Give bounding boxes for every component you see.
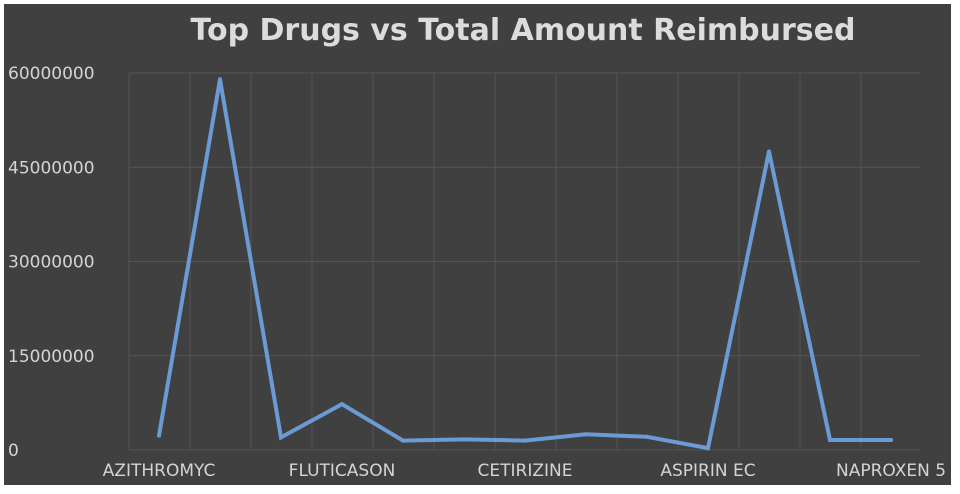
y-tick-label: 60000000 <box>8 64 95 84</box>
data-point <box>462 437 466 442</box>
x-tick-label: FLUTICASON <box>289 461 396 481</box>
data-point <box>828 437 832 442</box>
series-layer <box>157 77 893 451</box>
y-tick-label: 45000000 <box>8 158 95 178</box>
data-point <box>706 446 710 451</box>
x-tick-label: ASPIRIN EC <box>660 461 755 481</box>
y-tick-label: 15000000 <box>8 347 95 367</box>
x-tick-label: AZITHROMYC <box>103 461 216 481</box>
chart-title: Top Drugs vs Total Amount Reimbursed <box>191 13 856 48</box>
grid <box>128 72 920 451</box>
data-point <box>157 433 161 438</box>
data-point <box>523 438 527 443</box>
chart-background <box>4 4 951 485</box>
axes: 0 15000000 30000000 45000000 60000000 AZITHRO… <box>8 64 946 481</box>
y-tick-label: 30000000 <box>8 253 95 273</box>
data-point <box>218 77 222 82</box>
y-tick-label: 0 <box>8 441 19 461</box>
data-point <box>279 435 283 440</box>
data-point <box>401 438 405 443</box>
x-tick-label: NAPROXEN 5 <box>836 461 946 481</box>
x-tick-label: CETIRIZINE <box>478 461 573 481</box>
data-point <box>645 434 649 439</box>
data-point <box>889 437 893 442</box>
data-point <box>584 432 588 437</box>
data-point <box>340 402 344 407</box>
data-point <box>767 149 771 154</box>
